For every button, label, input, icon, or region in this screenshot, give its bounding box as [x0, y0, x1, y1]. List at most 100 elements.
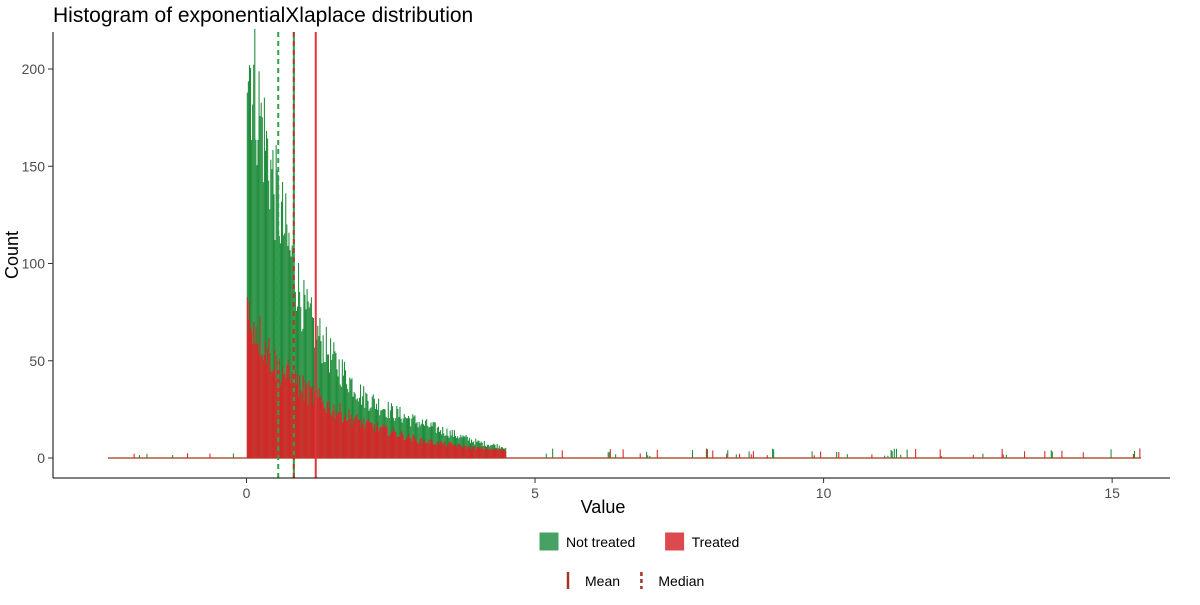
histogram-bar: [359, 427, 362, 458]
histogram-bar: [712, 450, 714, 458]
histogram-bar: [290, 256, 292, 458]
histogram-bar: [332, 354, 334, 458]
histogram-bar: [280, 381, 283, 458]
histogram-bar: [427, 443, 429, 458]
histogram-bar: [246, 297, 248, 458]
histogram-bar: [259, 316, 261, 458]
histogram-bar: [307, 404, 309, 458]
histogram-bar: [622, 449, 624, 458]
histogram-bar: [940, 455, 942, 458]
histogram-bar: [346, 420, 348, 458]
histogram-bar: [333, 342, 335, 458]
histogram-bar: [887, 455, 889, 458]
histogram-bar: [284, 233, 286, 458]
histogram-bar: [324, 408, 326, 458]
histogram-bar: [303, 280, 305, 458]
histogram-bar: [1110, 449, 1112, 458]
histogram-bar: [260, 102, 262, 458]
histogram-bar: [146, 453, 148, 458]
histogram-bar: [364, 428, 366, 458]
histogram-bar: [403, 440, 405, 458]
histogram-bar: [272, 369, 274, 458]
x-tick-label: 5: [531, 485, 539, 501]
histogram-bar: [433, 444, 435, 458]
histogram-bar: [323, 407, 325, 458]
histogram-bar: [438, 445, 441, 458]
histogram-bar: [972, 454, 974, 458]
y-ticks: 0 50 100 150 200: [22, 61, 53, 466]
histogram-bar: [255, 326, 257, 458]
histogram-bar: [440, 441, 442, 458]
histogram-bar: [187, 453, 189, 458]
histogram-bar: [748, 451, 750, 458]
histogram-bar: [891, 451, 893, 458]
histogram-bar: [420, 437, 422, 458]
histogram-bar: [412, 434, 414, 458]
histogram-bar: [399, 406, 401, 458]
histogram-bar: [353, 420, 355, 458]
histogram-bar: [438, 431, 441, 458]
histogram-bar: [302, 375, 304, 458]
histogram-bar: [306, 383, 308, 458]
histogram-bar: [365, 423, 367, 458]
histogram-bar: [305, 388, 307, 458]
histogram-bar: [288, 232, 290, 458]
histogram-bar: [871, 454, 873, 458]
histogram-bar: [374, 432, 376, 458]
histogram-bar: [288, 365, 290, 458]
histogram-bar: [339, 403, 341, 458]
histogram-bar: [501, 450, 504, 458]
histogram-bar: [378, 431, 380, 458]
histogram-bar: [327, 354, 329, 458]
histogram-bar: [487, 448, 489, 458]
histogram-bar: [470, 439, 473, 458]
histogram-bar: [336, 369, 338, 458]
histogram-bar: [330, 338, 332, 458]
histogram-bar: [432, 443, 434, 458]
histogram-bar: [317, 397, 319, 458]
histogram-bar: [475, 449, 477, 458]
histogram-bar: [811, 451, 813, 458]
legend-entry-treated: Treated: [665, 532, 739, 551]
histogram-bar: [441, 442, 443, 458]
histogram-bar: [349, 418, 351, 458]
histogram-bar: [454, 444, 457, 458]
histogram-bar: [491, 447, 493, 458]
histogram-bar: [387, 401, 389, 458]
histogram-bar: [429, 444, 431, 458]
histogram-bar: [421, 419, 423, 458]
histogram-bar: [397, 408, 399, 458]
histogram-bar: [419, 438, 421, 458]
histogram-bar: [263, 355, 265, 458]
histogram-bar: [389, 434, 391, 458]
histogram-bar: [377, 422, 379, 458]
histogram-bar: [363, 418, 365, 458]
histogram-bar: [138, 455, 141, 458]
histogram-bar: [1133, 450, 1136, 458]
histogram-bar: [402, 434, 404, 458]
histogram-bar: [939, 449, 941, 458]
histogram-bar: [417, 443, 419, 458]
histogram-bar: [404, 439, 406, 458]
histogram-bar: [322, 400, 324, 458]
histogram-bar: [462, 435, 464, 458]
histogram-bar: [350, 414, 352, 458]
histogram-bar: [1132, 453, 1134, 458]
histogram-bar: [277, 174, 279, 459]
histogram-bar: [317, 325, 319, 458]
legend-swatch: [665, 532, 685, 551]
histogram-bar: [426, 419, 428, 458]
histogram-bar: [381, 427, 383, 458]
histogram-bar: [503, 448, 505, 458]
histogram-bar: [691, 450, 694, 458]
histogram-bar: [268, 180, 270, 458]
histogram-bar: [383, 427, 385, 458]
histogram-bar: [470, 449, 473, 458]
histogram-bar: [476, 446, 478, 458]
histogram-bar: [261, 354, 263, 458]
legend-fill: Not treated Treated: [539, 532, 739, 551]
histogram-bar: [248, 65, 250, 458]
histogram-bar: [561, 450, 563, 458]
histogram-bar: [481, 446, 483, 458]
histogram-bar: [435, 445, 437, 458]
